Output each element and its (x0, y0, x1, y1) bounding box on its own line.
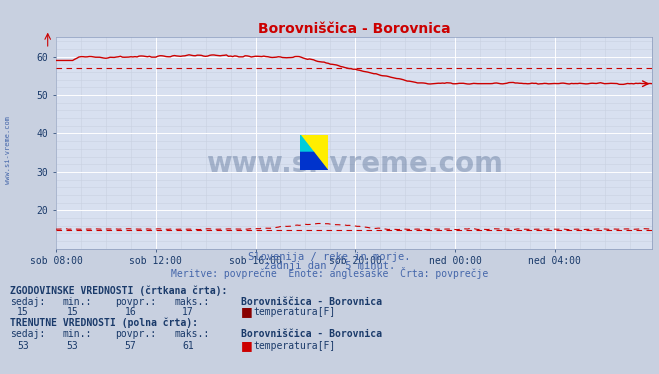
Text: ZGODOVINSKE VREDNOSTI (črtkana črta):: ZGODOVINSKE VREDNOSTI (črtkana črta): (10, 285, 227, 295)
Text: min.:: min.: (63, 297, 92, 307)
Text: 61: 61 (182, 341, 194, 350)
Text: temperatura[F]: temperatura[F] (254, 341, 336, 350)
Text: 16: 16 (125, 307, 136, 317)
Text: www.si-vreme.com: www.si-vreme.com (206, 150, 503, 178)
Text: Borovniščica - Borovnica: Borovniščica - Borovnica (241, 297, 382, 307)
Text: 53: 53 (67, 341, 78, 350)
Text: povpr.:: povpr.: (115, 329, 156, 339)
Text: sedaj:: sedaj: (10, 297, 45, 307)
Text: Borovniščica - Borovnica: Borovniščica - Borovnica (241, 329, 382, 339)
Text: 15: 15 (17, 307, 29, 317)
Text: Slovenija / reke in morje.: Slovenija / reke in morje. (248, 252, 411, 262)
Text: temperatura[F]: temperatura[F] (254, 307, 336, 317)
Polygon shape (300, 153, 328, 170)
Text: 57: 57 (125, 341, 136, 350)
Polygon shape (300, 135, 314, 153)
Title: Borovniščica - Borovnica: Borovniščica - Borovnica (258, 22, 451, 36)
Text: min.:: min.: (63, 329, 92, 339)
Text: 15: 15 (67, 307, 78, 317)
Text: maks.:: maks.: (175, 297, 210, 307)
Text: maks.:: maks.: (175, 329, 210, 339)
Text: ■: ■ (241, 305, 252, 318)
Polygon shape (300, 135, 328, 170)
Text: www.si-vreme.com: www.si-vreme.com (5, 116, 11, 184)
Text: 17: 17 (182, 307, 194, 317)
Text: povpr.:: povpr.: (115, 297, 156, 307)
Text: Meritve: povprečne  Enote: anglešaške  Črta: povprečje: Meritve: povprečne Enote: anglešaške Črt… (171, 267, 488, 279)
Text: 53: 53 (17, 341, 29, 350)
Text: TRENUTNE VREDNOSTI (polna črta):: TRENUTNE VREDNOSTI (polna črta): (10, 318, 198, 328)
Text: ■: ■ (241, 338, 252, 352)
Text: zadnji dan / 5 minut.: zadnji dan / 5 minut. (264, 261, 395, 270)
Text: sedaj:: sedaj: (10, 329, 45, 339)
